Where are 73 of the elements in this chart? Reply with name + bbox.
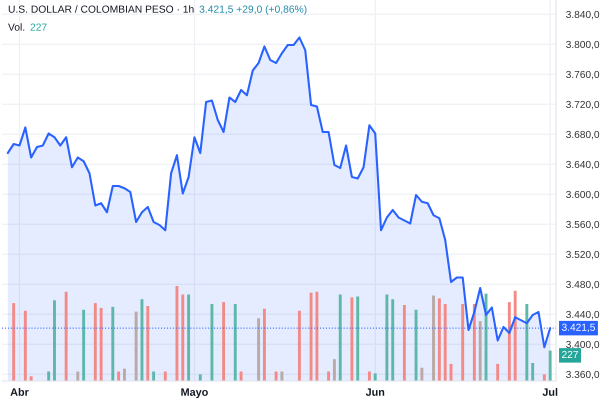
bar: [531, 362, 534, 381]
bar: [47, 372, 50, 381]
bar: [210, 304, 214, 381]
bar: [100, 308, 103, 381]
bar: [240, 372, 243, 381]
bar: [298, 310, 301, 381]
bar: [508, 302, 511, 381]
bar: [478, 321, 482, 381]
bar: [525, 304, 528, 381]
bar: [53, 300, 56, 381]
x-tick-label: Mayo: [181, 388, 208, 398]
bar: [187, 294, 190, 381]
bar: [332, 359, 336, 381]
bar: [310, 292, 313, 381]
x-tick-label: Abr: [10, 388, 29, 396]
bar: [402, 305, 406, 381]
y-tick-label: 3.400,0: [566, 340, 600, 350]
bar: [496, 364, 500, 381]
y-tick-label: 3.520,0: [566, 250, 600, 260]
bar: [385, 294, 388, 381]
bar: [134, 312, 138, 381]
bar: [432, 296, 435, 381]
text: 227: [562, 350, 578, 358]
y-tick-label: 3.680,0: [566, 130, 600, 140]
bar: [438, 298, 441, 381]
ref-line-label: 3.421,5: [562, 324, 595, 332]
bar: [152, 372, 156, 381]
bar: [117, 372, 120, 381]
y-tick-label: 3.440,0: [566, 310, 600, 320]
bar: [461, 304, 464, 381]
y-tick-label: 3.760,0: [566, 70, 600, 80]
text: 227: [30, 23, 47, 31]
bar: [484, 294, 488, 381]
bar: [548, 350, 552, 381]
bar: [542, 374, 546, 381]
bar: [94, 303, 97, 381]
chart-title: Vol.: [8, 23, 24, 31]
chart-title: U.S. DOLLAR / COLOMBIAN PESO · 1h: [8, 5, 194, 13]
y-tick-label: 3.360,0: [566, 370, 600, 380]
bar: [514, 290, 517, 381]
bar: [315, 292, 318, 381]
bar: [140, 299, 144, 381]
bar: [111, 306, 114, 381]
y-tick-label: 3.600,0: [566, 190, 600, 200]
y-tick-label: 3.720,0: [566, 100, 600, 110]
bar: [327, 372, 330, 381]
x-tick-label: Jun: [366, 388, 384, 396]
bar: [257, 318, 260, 381]
bar: [420, 368, 424, 381]
y-tick-label: 3.560,0: [566, 220, 600, 230]
bar: [274, 372, 278, 381]
bar: [24, 310, 27, 381]
bar: [175, 286, 178, 381]
bar: [444, 304, 447, 381]
x-tick-label: Jul: [542, 388, 558, 396]
y-tick-label: 3.800,0: [566, 40, 600, 50]
y-tick-label: 3.840,0: [566, 10, 600, 20]
y-tick-label: 3.640,0: [566, 160, 600, 170]
bar: [82, 310, 86, 381]
y-tick-label: 3.480,0: [566, 280, 600, 290]
bar: [12, 303, 16, 381]
bar: [64, 292, 68, 381]
bar: [76, 372, 80, 381]
bar: [350, 297, 354, 381]
bar: [30, 376, 33, 381]
bar: [368, 372, 371, 381]
chart-subtitle: 3.421,5 +29,0 (+0,86%): [200, 5, 306, 15]
bar: [262, 308, 266, 381]
bar: [280, 372, 284, 381]
bar: [414, 310, 418, 381]
bar: [123, 368, 126, 381]
bar: [222, 302, 226, 381]
bar: [450, 364, 452, 381]
